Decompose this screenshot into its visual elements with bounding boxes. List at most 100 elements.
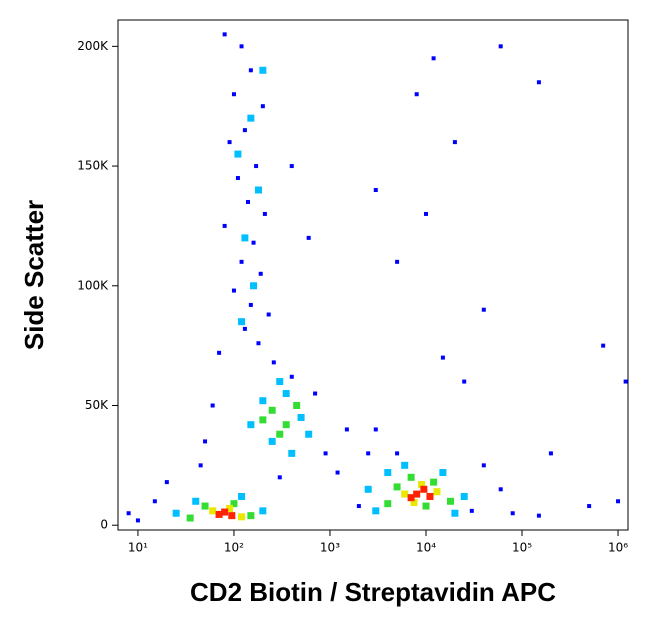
data-point [250, 282, 258, 290]
data-point [217, 350, 222, 355]
data-point [238, 318, 246, 326]
data-point [407, 473, 415, 481]
plot-frame [117, 19, 629, 531]
data-point [395, 259, 400, 264]
data-point [407, 494, 415, 502]
data-point [198, 463, 203, 468]
data-point [247, 114, 255, 122]
data-point [186, 514, 194, 522]
x-tick-label: 10⁴ [416, 541, 436, 555]
data-point [536, 513, 541, 518]
data-point [393, 483, 401, 491]
data-point [266, 312, 271, 317]
data-point [126, 511, 131, 516]
data-point [259, 66, 267, 74]
y-tick-label: 50K [85, 398, 109, 412]
data-point [410, 498, 418, 506]
data-point [226, 504, 234, 512]
data-point [192, 497, 200, 505]
data-point [203, 439, 208, 444]
data-point [395, 451, 400, 456]
data-point [228, 512, 236, 520]
data-point [248, 302, 253, 307]
data-point [259, 416, 267, 424]
data-point [201, 502, 209, 510]
x-tick-label: 10² [224, 541, 244, 555]
data-point [313, 391, 318, 396]
data-point [452, 140, 457, 145]
data-point [440, 355, 445, 360]
data-point [277, 475, 282, 480]
data-point [364, 485, 372, 493]
data-point [231, 288, 236, 293]
data-point [548, 451, 553, 456]
data-point [601, 343, 606, 348]
data-point [587, 504, 592, 509]
data-point [248, 68, 253, 73]
data-point [254, 164, 259, 169]
data-point [422, 502, 430, 510]
data-point [623, 379, 628, 384]
data-point [245, 199, 250, 204]
data-point [439, 469, 447, 477]
data-point [210, 403, 215, 408]
data-point [536, 80, 541, 85]
x-tick-label: 10¹ [128, 541, 148, 555]
data-point [372, 507, 380, 515]
y-tick-label: 150K [77, 159, 109, 173]
data-point [498, 44, 503, 49]
data-point [289, 374, 294, 379]
data-point [239, 259, 244, 264]
data-point [247, 421, 255, 429]
y-tick-label: 200K [77, 39, 109, 53]
data-point [215, 510, 223, 518]
y-axis-title: Side Scatter [19, 200, 49, 350]
data-point [413, 490, 421, 498]
data-point [282, 390, 290, 398]
data-point [288, 449, 296, 457]
data-point [251, 240, 256, 245]
x-tick-label: 10³ [320, 541, 340, 555]
data-point [256, 341, 261, 346]
data-point [268, 437, 276, 445]
data-point [373, 188, 378, 192]
data-point [268, 406, 276, 414]
data-point [510, 511, 515, 516]
data-point [420, 485, 428, 493]
data-point [258, 271, 263, 276]
data-point [431, 56, 436, 61]
data-point [241, 234, 249, 242]
data-point [172, 509, 180, 517]
data-point [366, 451, 371, 456]
data-point [221, 508, 229, 516]
data-point [418, 481, 426, 489]
data-point [164, 480, 169, 485]
data-point [242, 326, 247, 331]
data-point [222, 223, 227, 228]
data-point [433, 488, 441, 496]
data-point [344, 427, 349, 432]
data-point [335, 470, 340, 475]
data-point [247, 512, 255, 520]
data-point [356, 504, 361, 509]
x-tick-label: 10⁶ [608, 541, 628, 555]
data-point [276, 378, 284, 386]
data-point [276, 430, 284, 438]
y-tick-label: 100K [77, 278, 109, 292]
x-tick-label: 10⁵ [512, 541, 532, 555]
data-point [447, 497, 455, 505]
data-point [282, 421, 290, 429]
data-point [235, 176, 240, 181]
data-point [234, 150, 242, 158]
data-point [430, 478, 438, 486]
data-point [616, 499, 621, 504]
data-point [462, 379, 467, 384]
data-point [401, 461, 409, 469]
data-point [254, 186, 262, 194]
data-point [293, 401, 301, 409]
data-point [152, 499, 157, 504]
data-point [426, 492, 434, 500]
data-point [260, 104, 265, 109]
